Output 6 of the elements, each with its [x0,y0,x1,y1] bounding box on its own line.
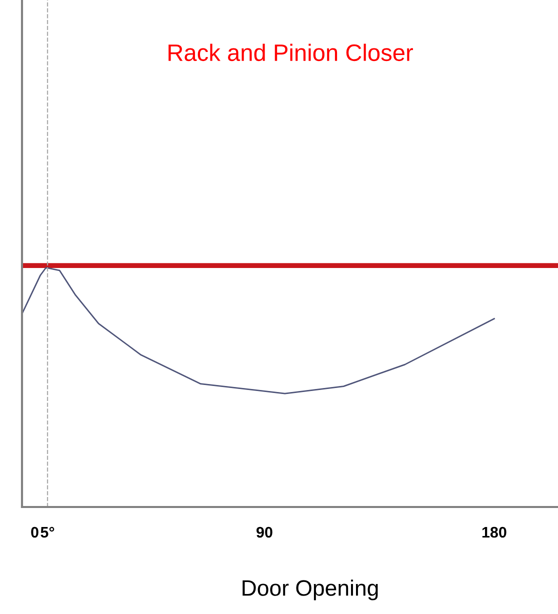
x-tick-label: 180 [482,526,506,538]
x-tick-label: 90 [256,526,272,538]
chart-title: Rack and Pinion Closer [168,44,413,62]
x-tick-label: 0 [31,526,38,538]
x-axis-title: Door Opening [242,580,378,600]
x-tick-label: 5° [40,526,54,538]
